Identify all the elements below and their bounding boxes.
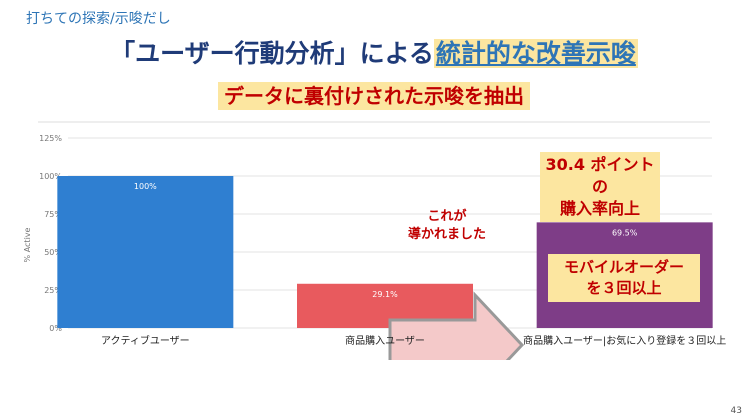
slide-subtitle: 打ちての探索/示唆だし xyxy=(26,11,171,27)
y-tick-label: 125% xyxy=(39,134,62,143)
x-tick-label: 商品購入ユーザー|お気に入り登録を３回以上 xyxy=(523,334,726,347)
callout-improvement-line1: 30.4 ポイントの xyxy=(545,155,655,196)
data-label: 69.5% xyxy=(612,228,638,237)
y-axis-label: % Active xyxy=(23,227,32,262)
chart-bars xyxy=(57,176,713,328)
headline-part1: 「ユーザー行動分析」による xyxy=(110,39,434,68)
y-tick-label: 50% xyxy=(44,248,62,257)
x-axis-labels: アクティブユーザー 商品購入ユーザー 商品購入ユーザー|お気に入り登録を３回以上 xyxy=(101,334,726,347)
y-axis-ticks: 0% 25% 50% 75% 100% 125% xyxy=(39,134,62,333)
callout-mobile-line2: を３回以上 xyxy=(586,279,662,297)
data-labels: 100% 29.1% 69.5% xyxy=(134,182,638,299)
arrow-label-line2: 導かれました xyxy=(407,227,486,242)
page-number: 43 xyxy=(730,406,742,416)
callout-mobile-line1: モバイルオーダー xyxy=(563,258,684,276)
x-tick-label: 商品購入ユーザー xyxy=(345,334,425,347)
arrow-label-line1: これが xyxy=(427,209,467,224)
slide-subheadline-wrap: データに裏付けされた示唆を抽出 xyxy=(0,80,748,110)
arrow-polygon xyxy=(388,291,525,360)
y-tick-label: 75% xyxy=(44,210,62,219)
arrow-shape xyxy=(388,291,525,360)
x-tick-label: アクティブユーザー xyxy=(101,334,190,347)
y-tick-label: 25% xyxy=(44,286,62,295)
callout-improvement-line2: 購入率向上 xyxy=(559,199,640,218)
callout-improvement: 30.4 ポイントの 購入率向上 xyxy=(540,152,660,222)
bar xyxy=(57,176,234,328)
slide-headline: 「ユーザー行動分析」による統計的な改善示唆 xyxy=(0,34,748,70)
arrow-label: これが 導かれました xyxy=(392,208,502,244)
callout-mobile-order: モバイルオーダー を３回以上 xyxy=(548,254,700,302)
y-tick-label: 100% xyxy=(39,172,62,181)
data-label: 29.1% xyxy=(372,290,398,299)
data-label: 100% xyxy=(134,182,157,191)
bar-chart: 0% 25% 50% 75% 100% 125% % Active アクティブユーザー 商品… xyxy=(23,121,726,360)
slide-subheadline: データに裏付けされた示唆を抽出 xyxy=(218,82,530,110)
y-tick-label: 0% xyxy=(49,324,62,333)
headline-highlight: 統計的な改善示唆 xyxy=(433,39,638,68)
